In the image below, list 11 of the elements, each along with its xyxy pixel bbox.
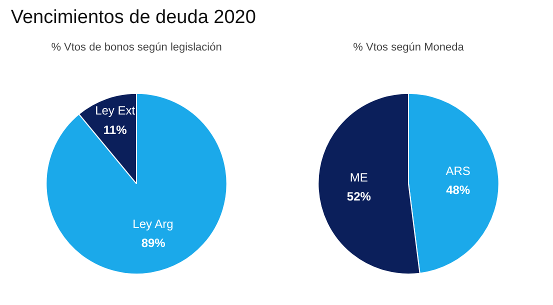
data-label: 48% bbox=[446, 183, 470, 198]
slice-label: Ley Ext bbox=[95, 104, 136, 118]
slice-label: Ley Arg bbox=[132, 216, 174, 231]
data-label: 89% bbox=[141, 236, 166, 250]
slice-label: ME bbox=[350, 170, 368, 184]
chart-title: % Vtos de bonos según legislación bbox=[51, 42, 222, 54]
text: Vencimientos de deuda 2020 bbox=[10, 7, 256, 28]
data-label: 11% bbox=[103, 122, 128, 137]
data-label: 52% bbox=[346, 190, 372, 204]
slice-label: ARS bbox=[446, 164, 470, 178]
chart-title: % Vtos según Moneda bbox=[353, 42, 465, 54]
